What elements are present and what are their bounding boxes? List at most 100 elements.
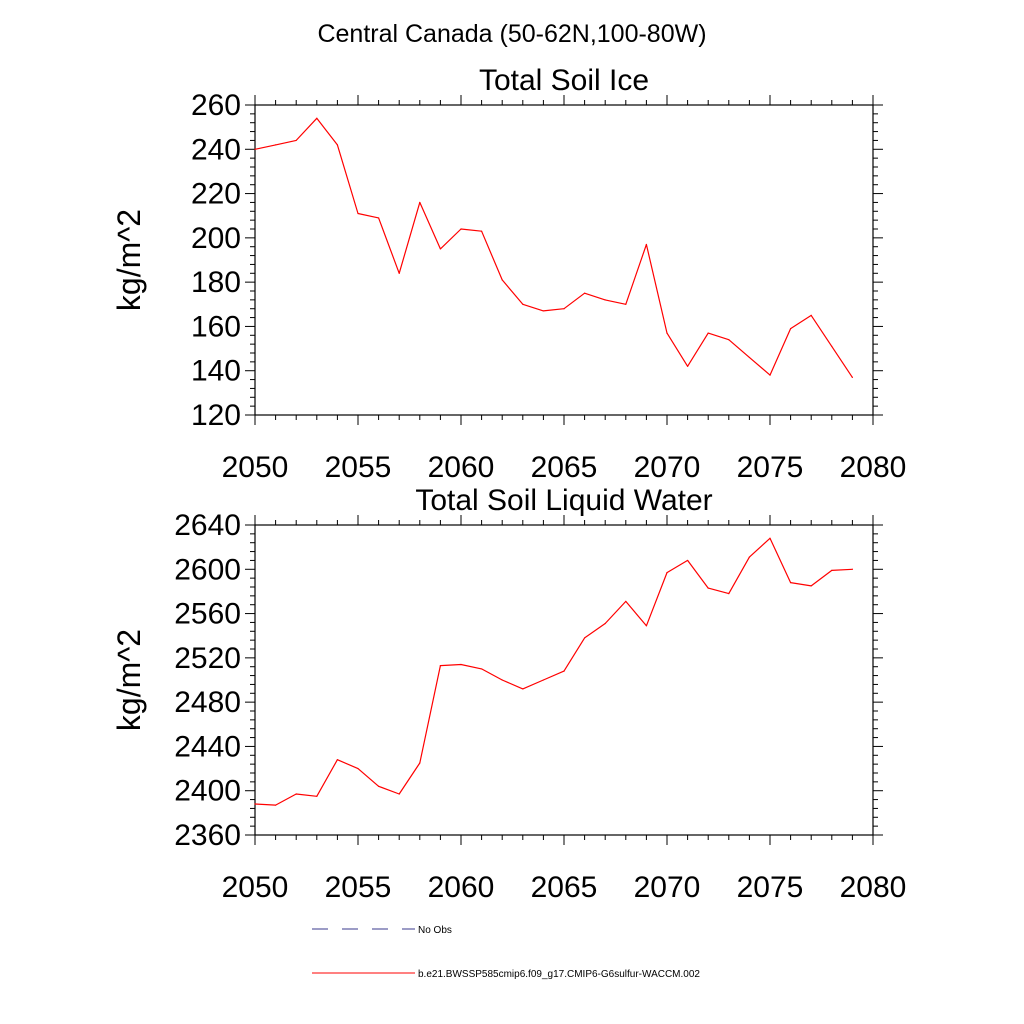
data-point-liquid bbox=[666, 572, 668, 574]
x-tick-label-ice: 2080 bbox=[840, 451, 907, 484]
x-tick-label-ice: 2070 bbox=[634, 451, 701, 484]
x-tick-label-liquid: 2055 bbox=[325, 871, 392, 904]
data-point-ice bbox=[542, 310, 545, 312]
panel-title-ice: Total Soil Ice bbox=[479, 64, 649, 97]
data-point-ice bbox=[460, 228, 462, 230]
y-tick-label-ice: 160 bbox=[191, 310, 241, 343]
x-tick-label-liquid: 2070 bbox=[634, 871, 701, 904]
data-point-liquid bbox=[790, 581, 792, 584]
data-point-ice bbox=[748, 356, 751, 359]
y-tick-label-liquid: 2480 bbox=[174, 686, 241, 719]
data-point-ice bbox=[439, 248, 441, 250]
data-point-liquid bbox=[460, 663, 462, 666]
legend-label-0: No Obs bbox=[418, 925, 452, 936]
y-tick-label-liquid: 2360 bbox=[174, 819, 241, 852]
data-point-liquid bbox=[439, 665, 441, 667]
legend: No Obs b.e21.BWSSP585cmip6.f09_g17.CMIP6-… bbox=[312, 925, 700, 980]
data-point-liquid bbox=[336, 759, 338, 761]
data-point-liquid bbox=[419, 762, 421, 764]
data-point-liquid bbox=[563, 670, 565, 672]
y-tick-label-liquid: 2560 bbox=[174, 598, 241, 631]
data-point-liquid bbox=[687, 559, 689, 562]
data-point-ice bbox=[769, 374, 771, 376]
x-tick-label-ice: 2055 bbox=[325, 451, 392, 484]
data-point-ice bbox=[501, 279, 503, 281]
data-point-ice bbox=[645, 243, 648, 246]
data-point-liquid bbox=[542, 679, 545, 681]
y-axis-label-ice: kg/m^2 bbox=[111, 209, 147, 311]
data-point-ice bbox=[481, 230, 483, 232]
data-point-liquid bbox=[810, 585, 812, 587]
data-point-liquid bbox=[378, 785, 380, 787]
y-tick-label-liquid: 2600 bbox=[174, 553, 241, 586]
data-point-ice bbox=[357, 212, 359, 215]
y-tick-label-ice: 240 bbox=[191, 133, 241, 166]
y-tick-label-ice: 200 bbox=[191, 222, 241, 255]
plot-frame-ice bbox=[254, 104, 874, 416]
data-point-ice bbox=[625, 303, 627, 305]
data-point-ice bbox=[707, 332, 709, 334]
x-tick-label-ice: 2050 bbox=[222, 451, 289, 484]
y-tick-label-liquid: 2520 bbox=[174, 642, 241, 675]
data-point-liquid bbox=[604, 622, 606, 625]
data-point-ice bbox=[687, 365, 689, 367]
y-tick-label-ice: 220 bbox=[191, 178, 241, 211]
x-tick-label-liquid: 2065 bbox=[531, 871, 598, 904]
x-tick-label-liquid: 2060 bbox=[428, 871, 495, 904]
x-tick-label-ice: 2075 bbox=[737, 451, 804, 484]
data-point-ice bbox=[398, 272, 400, 274]
panel-total-soil-liquid-water: Total Soil Liquid Water kg/m^2 2050 2055 206… bbox=[111, 484, 906, 904]
data-point-ice bbox=[336, 144, 338, 146]
data-point-liquid bbox=[831, 569, 833, 571]
x-tick-label-liquid: 2075 bbox=[737, 871, 804, 904]
data-point-ice bbox=[419, 201, 421, 204]
data-point-liquid bbox=[295, 793, 297, 795]
data-point-liquid bbox=[584, 637, 586, 639]
data-point-ice bbox=[728, 339, 730, 341]
x-tick-label-ice: 2060 bbox=[428, 451, 495, 484]
data-point-ice bbox=[810, 314, 812, 316]
legend-label-1: b.e21.BWSSP585cmip6.f09_g17.CMIP6-G6sulf… bbox=[418, 969, 700, 980]
series-line-liquid bbox=[254, 537, 853, 806]
data-point-ice bbox=[666, 332, 668, 334]
data-point-liquid bbox=[481, 668, 483, 670]
x-tick-label-liquid: 2080 bbox=[840, 871, 907, 904]
data-point-liquid bbox=[707, 587, 709, 589]
x-tick-label-ice: 2065 bbox=[531, 451, 598, 484]
data-point-liquid bbox=[625, 600, 627, 602]
data-point-liquid bbox=[316, 795, 318, 797]
data-point-liquid bbox=[501, 679, 503, 681]
y-tick-label-ice: 180 bbox=[191, 266, 241, 299]
plot-frame-liquid bbox=[254, 524, 874, 836]
y-tick-label-ice: 140 bbox=[191, 355, 241, 388]
data-point-liquid bbox=[748, 556, 751, 558]
panel-total-soil-ice: Total Soil Ice kg/m^2 2050 2055 2060 2065 2070… bbox=[111, 64, 906, 484]
data-point-ice bbox=[254, 148, 256, 150]
y-tick-label-liquid: 2400 bbox=[174, 775, 241, 808]
figure-title: Central Canada (50-62N,100-80W) bbox=[317, 20, 706, 48]
data-point-liquid bbox=[645, 625, 648, 627]
data-point-liquid bbox=[357, 767, 359, 770]
data-point-ice bbox=[275, 144, 277, 146]
data-point-liquid bbox=[398, 793, 400, 795]
x-tick-label-liquid: 2050 bbox=[222, 871, 289, 904]
data-point-ice bbox=[316, 117, 318, 119]
data-point-liquid bbox=[522, 688, 524, 690]
y-axis-label-liquid: kg/m^2 bbox=[111, 629, 147, 731]
y-tick-label-ice: 120 bbox=[191, 399, 241, 432]
data-point-ice bbox=[584, 292, 586, 294]
data-point-ice bbox=[831, 345, 833, 347]
data-point-ice bbox=[563, 308, 565, 310]
data-point-liquid bbox=[851, 568, 854, 570]
data-point-liquid bbox=[728, 593, 730, 595]
data-point-ice bbox=[790, 328, 792, 330]
y-tick-label-liquid: 2640 bbox=[174, 509, 241, 542]
data-point-liquid bbox=[254, 803, 256, 805]
y-tick-label-liquid: 2440 bbox=[174, 730, 241, 763]
data-point-ice bbox=[522, 303, 524, 305]
data-point-liquid bbox=[275, 804, 277, 806]
data-point-ice bbox=[851, 376, 854, 378]
data-point-ice bbox=[295, 139, 297, 142]
data-point-liquid bbox=[769, 537, 771, 539]
